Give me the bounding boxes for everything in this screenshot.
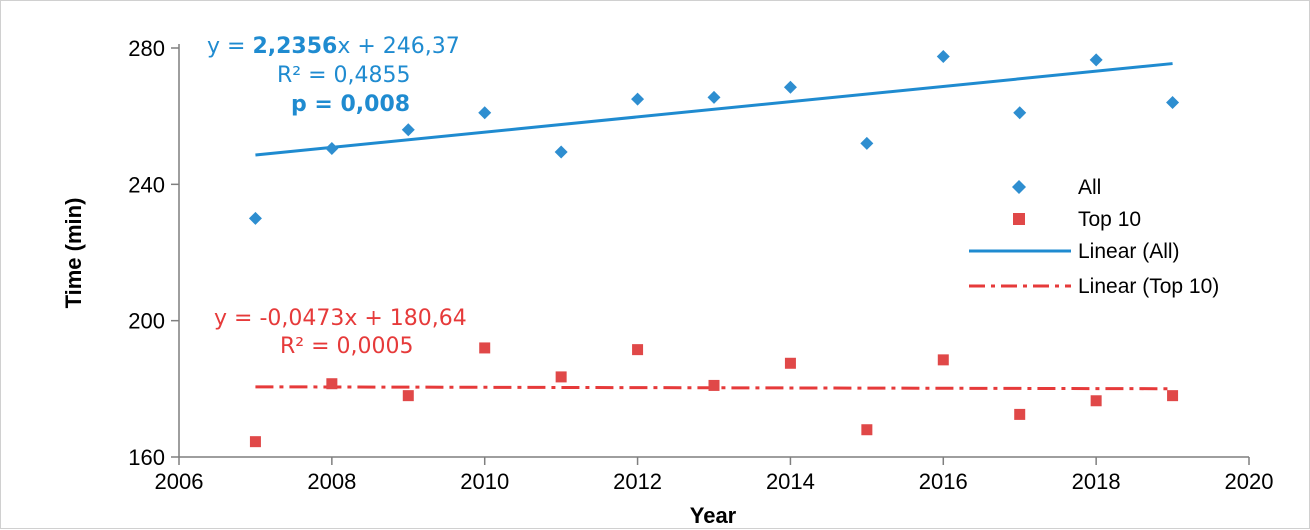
y-tick-label: 280 [128, 36, 165, 61]
data-point-top10 [402, 390, 414, 402]
axes: 160 200 240 280 2006 2008 2010 2012 2014 2016 2018… [61, 36, 1273, 528]
data-point-top10 [937, 354, 949, 366]
all-equation-prefix: y = [207, 34, 252, 59]
legend-label-linear-top10: Linear (Top 10) [1078, 275, 1219, 298]
top10-r-squared: R² = 0,0005 [280, 334, 414, 359]
x-axis-title: Year [690, 503, 737, 528]
data-point-top10 [555, 371, 567, 383]
data-point-all [554, 145, 568, 159]
data-point-top10 [632, 344, 644, 356]
data-point-top10 [708, 379, 720, 391]
x-tick-label: 2008 [307, 469, 356, 494]
regression-annotations: y = 2,2356x + 246,37 R² = 0,4855 p = 0,0… [207, 34, 467, 359]
data-point-all [936, 50, 950, 64]
y-tick-label: 240 [128, 172, 165, 197]
top10-equation: y = -0,0473x + 180,64 [214, 306, 467, 331]
data-point-all [707, 90, 721, 104]
data-point-top10 [326, 378, 338, 390]
data-point-all [401, 123, 415, 137]
all-equation-slope: 2,2356 [252, 34, 337, 59]
x-tick-label: 2020 [1225, 469, 1274, 494]
legend-marker-all [1012, 180, 1026, 194]
data-point-top10 [1090, 395, 1102, 407]
x-tick-label: 2012 [613, 469, 662, 494]
data-point-all [248, 211, 262, 225]
data-point-all [325, 142, 339, 156]
data-point-top10 [1014, 408, 1026, 420]
all-equation: y = 2,2356x + 246,37 [207, 34, 460, 59]
data-point-all [783, 80, 797, 94]
trendline-all [255, 62, 1173, 157]
all-p-value: p = 0,008 [291, 92, 410, 117]
x-tick-label: 2014 [766, 469, 815, 494]
chart-marks [248, 50, 1180, 448]
data-point-all [631, 92, 645, 106]
x-tick-label: 2016 [919, 469, 968, 494]
data-point-top10 [249, 436, 261, 448]
legend-marker-top10 [1013, 213, 1025, 225]
data-point-top10 [861, 424, 873, 436]
y-axis-title: Time (min) [61, 198, 86, 309]
x-tick-label: 2006 [155, 469, 204, 494]
legend-label-all: All [1078, 176, 1101, 199]
legend-label-top10: Top 10 [1078, 208, 1141, 231]
y-tick-label: 160 [128, 445, 165, 470]
data-point-all [1166, 96, 1180, 110]
data-point-top10 [479, 342, 491, 354]
x-tick-label: 2010 [460, 469, 509, 494]
y-tick-label: 200 [128, 309, 165, 334]
all-r-squared: R² = 0,4855 [277, 63, 411, 88]
data-point-all [1089, 53, 1103, 67]
legend-label-linear-all: Linear (All) [1078, 240, 1180, 263]
legend: All Top 10 Linear (All) Linear (Top 10) [969, 176, 1219, 298]
data-point-all [1013, 106, 1027, 120]
x-tick-label: 2018 [1072, 469, 1121, 494]
data-point-all [860, 136, 874, 150]
data-point-top10 [1167, 390, 1179, 402]
data-point-top10 [784, 357, 796, 369]
all-equation-rest: x + 246,37 [337, 34, 459, 59]
data-point-all [478, 106, 492, 120]
